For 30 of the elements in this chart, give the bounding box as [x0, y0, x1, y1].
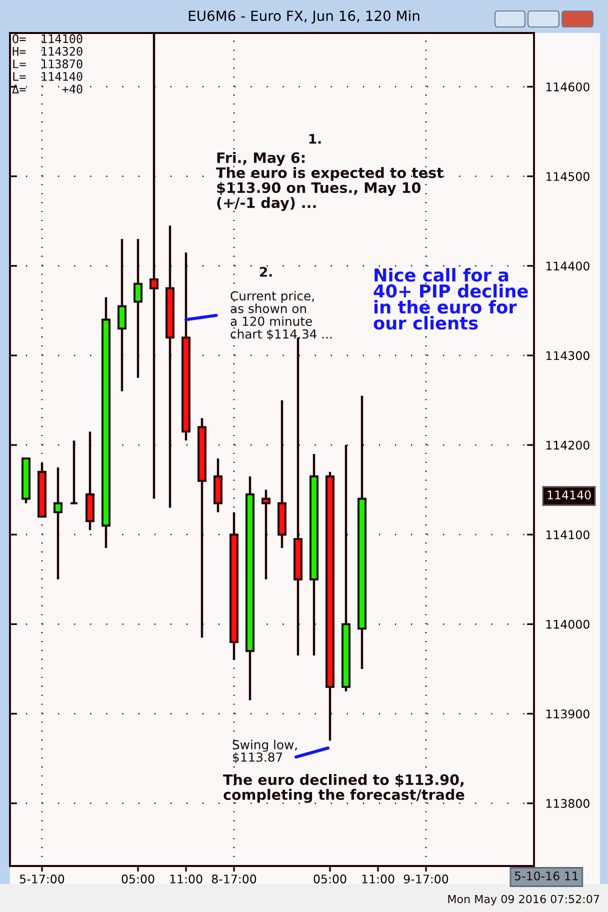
y-tick-label: 114400: [546, 262, 590, 271]
y-tick-label: 114100: [546, 530, 590, 540]
annotation: O= 114100 H= 114320 L= 113870 L= 114140 Δ= +40: [12, 34, 82, 94]
annotation: Nice call for a 40+ PIP decline in the euro for our clients: [374, 268, 528, 330]
annotation: Fri., May 6: The euro is expected to test $113.90 on Tues., May 10 (+/-1 day) ...: [216, 152, 444, 211]
annotation: 2.: [260, 266, 272, 277]
annotation: Swing low, $113.87: [232, 740, 297, 764]
candlestick: [54, 466, 62, 580]
x-tick-label: 8-17:00: [212, 874, 256, 884]
y-tick-label: 114200: [546, 440, 590, 450]
x-tick-label: 11:00: [170, 874, 202, 884]
text: Mon May 09 2016 07:52:07: [448, 894, 600, 906]
candlestick: [70, 439, 78, 504]
annotation: The euro declined to $113.90, completing the forecast/trade: [223, 774, 464, 803]
x-tick-label: 05:00: [314, 874, 346, 884]
annotation: 1.: [309, 134, 321, 144]
y-tick-label: 114500: [546, 172, 590, 181]
x-tick-label: 11:00: [362, 874, 394, 884]
y-tick-label: 114000: [546, 620, 590, 629]
y-tick-label: 114600: [546, 82, 590, 92]
y-tick-label: 113900: [546, 709, 590, 718]
x-tick-label: 5-17:00: [20, 874, 64, 884]
chart-title: EU6M6 - Euro FX, Jun 16, 120 Min: [188, 10, 420, 24]
y-tick-label: 113800: [546, 799, 590, 808]
y-tick-label: 114300: [546, 351, 590, 360]
annotation: Current price, as shown on a 120 minute chart $114.34 ...: [230, 290, 332, 340]
text: 5-10-16 11: [514, 871, 578, 880]
x-tick-label: 9-17:00: [404, 874, 448, 884]
text: 114140: [548, 490, 591, 500]
x-tick-label: 05:00: [122, 874, 154, 884]
